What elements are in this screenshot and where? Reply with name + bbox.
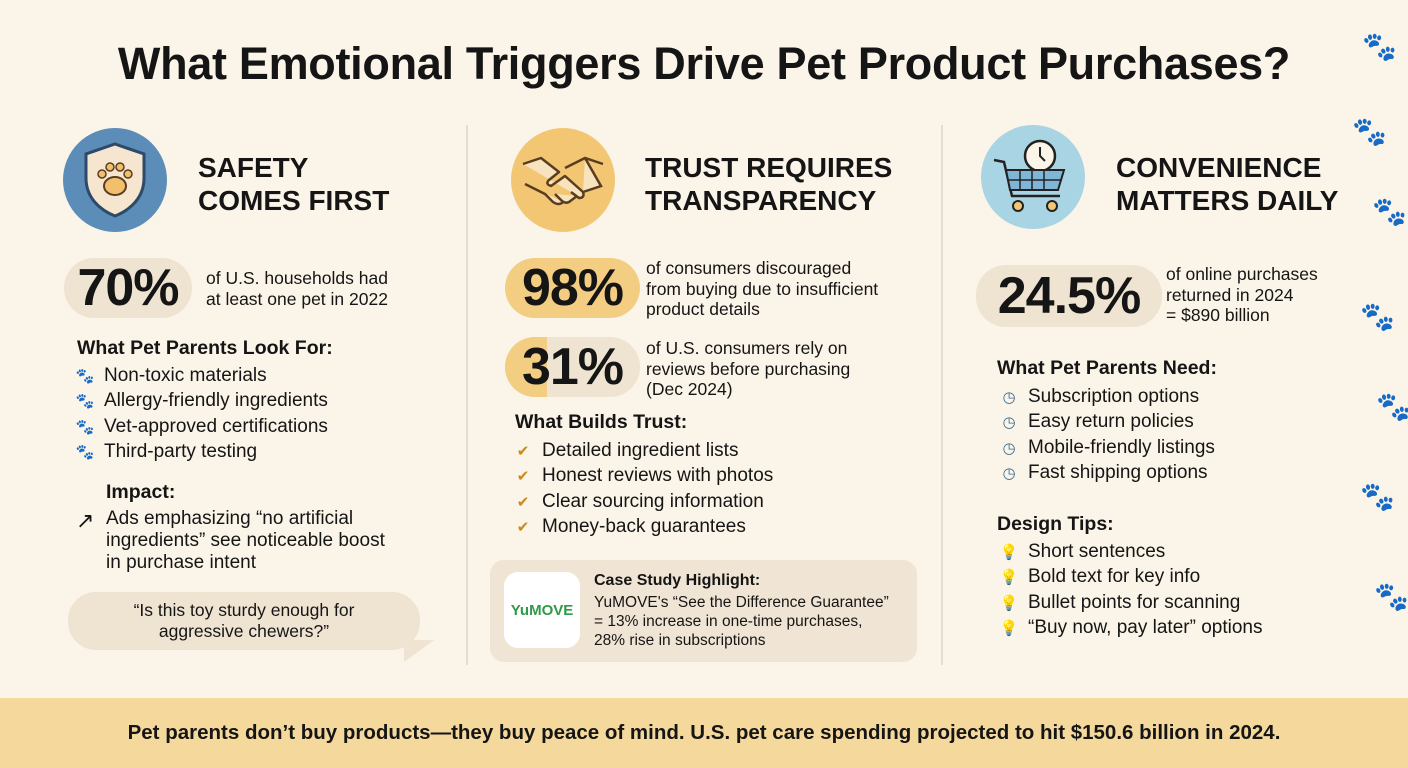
impact-heading: Impact:: [106, 481, 176, 503]
list-item: ✔ Money-back guarantees: [512, 515, 773, 541]
paw-icon: 🐾: [75, 393, 95, 411]
stat-description: of U.S. households had at least one pet i…: [206, 268, 388, 309]
column-divider: [941, 125, 943, 665]
stat-description: of consumers discouraged from buying due …: [646, 258, 879, 319]
section-title: TRUST REQUIRES TRANSPARENCY: [645, 152, 893, 216]
list-item: ◷ Fast shipping options: [998, 461, 1215, 487]
stat-badge: 31%: [505, 337, 640, 397]
look-for-list: 🐾 Non-toxic materials 🐾 Allergy-friendly i…: [74, 363, 328, 465]
list-item: ◷ Mobile-friendly listings: [998, 435, 1214, 461]
stat-description: of online purchases returned in 2024 = $89…: [1166, 264, 1318, 325]
footer-banner: Pet parents don’t buy products—they buy …: [0, 698, 1408, 768]
list-item: 💡 Short sentences: [999, 540, 1166, 562]
clock-icon: ◷: [1002, 439, 1016, 457]
paw-icon: 🐾: [75, 444, 95, 462]
check-circle-icon: ✔: [516, 442, 530, 460]
column-divider: [466, 125, 468, 665]
paw-icon: 🐾: [75, 367, 95, 385]
subheading: What Pet Parents Need:: [997, 357, 1217, 379]
list-item: ✔ Detailed ingredient lists: [512, 438, 773, 464]
list-item: ◷ Subscription options: [998, 384, 1215, 410]
list-item: 💡 Bold text for key info: [999, 566, 1201, 588]
check-circle-icon: ✔: [516, 493, 530, 511]
lightbulb-icon: 💡: [999, 620, 1019, 638]
quote-bubble: “Is this toy sturdy enough for aggressive…: [68, 592, 420, 650]
stat-badge: 70%: [64, 258, 192, 318]
case-study-card: YuMOVE Case Study Highlight: YuMOVE's “S…: [490, 560, 917, 662]
bubble-tail: [404, 640, 434, 662]
list-item: 🐾 Non-toxic materials: [75, 364, 267, 386]
arrow-up-right-icon: ↗: [76, 508, 95, 533]
page-title: What Emotional Triggers Drive Pet Produc…: [117, 38, 1291, 89]
clock-icon: ◷: [1002, 388, 1016, 406]
case-text: YuMOVE's “See the Difference Guarantee” =…: [594, 594, 889, 649]
list-item: ✔ Clear sourcing information: [512, 489, 773, 515]
list-item: 💡 “Buy now, pay later” options: [999, 617, 1263, 639]
cart-clock-icon: [981, 125, 1085, 229]
list-item: 🐾 Third-party testing: [75, 441, 258, 463]
list-item: ◷ Easy return policies: [998, 410, 1215, 436]
list-item: 🐾 Vet-approved certifications: [75, 415, 328, 437]
section-title: SAFETY COMES FIRST: [198, 152, 390, 216]
stat-badge: 24.5%: [976, 265, 1162, 327]
lightbulb-icon: 💡: [999, 594, 1019, 612]
check-circle-icon: ✔: [516, 519, 530, 537]
lightbulb-icon: 💡: [999, 569, 1019, 587]
subheading: What Builds Trust:: [515, 411, 688, 433]
stat-fill: [505, 337, 547, 397]
clock-icon: ◷: [1002, 414, 1016, 432]
list-item: 💡 Bullet points for scanning: [999, 591, 1241, 613]
section-title: CONVENIENCE MATTERS DAILY: [1116, 152, 1339, 216]
stat-description: of U.S. consumers rely on reviews before …: [646, 338, 851, 399]
list-item: ✔ Honest reviews with photos: [512, 464, 774, 490]
clock-icon: ◷: [1002, 465, 1016, 483]
needs-list: ◷ Subscription options ◷ Easy return polic…: [998, 384, 1215, 487]
list-item: 🐾 Allergy-friendly ingredients: [75, 390, 328, 412]
check-circle-icon: ✔: [516, 468, 530, 486]
footer-text: Pet parents don’t buy products—they buy …: [127, 721, 1281, 744]
paw-icon: 🐾: [75, 418, 95, 436]
tips-list: 💡 Short sentences 💡 Bold text for key info…: [998, 539, 1263, 641]
tips-heading: Design Tips:: [997, 513, 1114, 535]
yumove-logo: YuMOVE: [504, 572, 580, 648]
impact-text: Ads emphasizing “no artificial ingredient…: [106, 508, 385, 573]
handshake-icon: [511, 128, 615, 232]
trust-list: ✔ Detailed ingredient lists ✔ Honest revie…: [512, 438, 774, 541]
lightbulb-icon: 💡: [999, 543, 1019, 561]
case-heading: Case Study Highlight:: [594, 572, 761, 589]
shield-paw-icon: [63, 128, 167, 232]
stat-badge: 98%: [505, 258, 640, 318]
subheading: What Pet Parents Look For:: [77, 337, 333, 359]
